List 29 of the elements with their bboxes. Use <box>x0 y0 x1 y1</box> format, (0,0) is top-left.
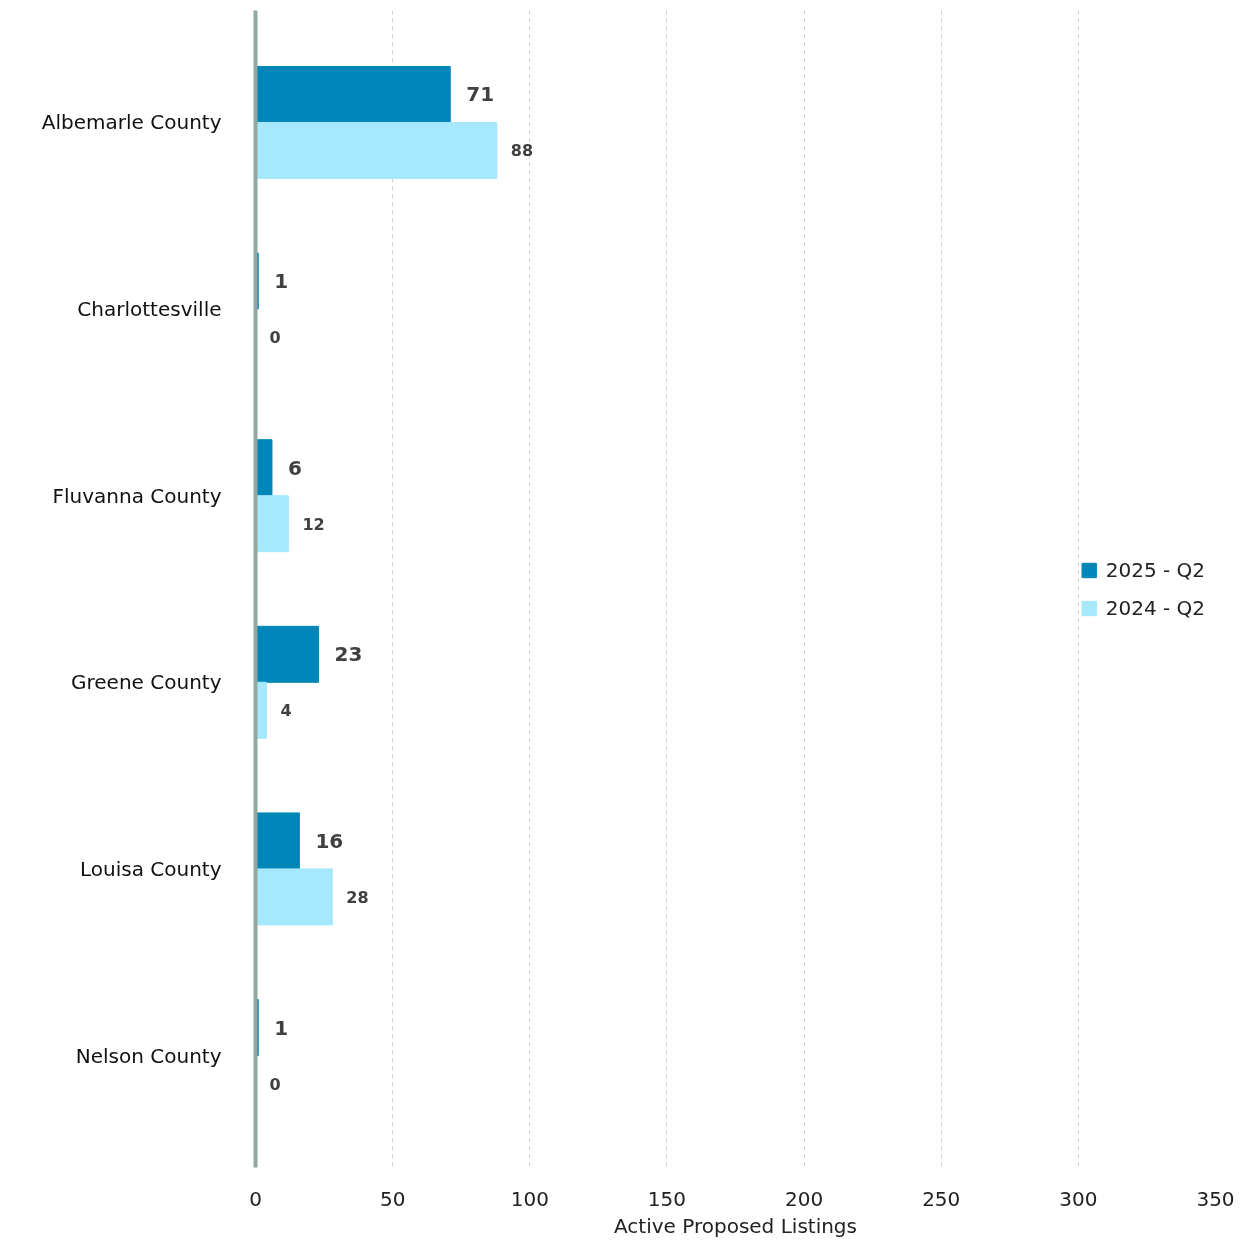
x-tick-label: 350 <box>1196 1186 1235 1211</box>
y-tick-label: Greene County <box>71 670 222 695</box>
y-tick-label: Charlottesville <box>77 297 222 322</box>
x-tick-label: 100 <box>510 1186 549 1211</box>
data-label: 16 <box>315 828 344 853</box>
y-tick-label: Nelson County <box>75 1043 222 1068</box>
data-label: 6 <box>287 455 302 480</box>
x-axis-title: Active Proposed Listings <box>614 1213 857 1238</box>
x-tick-label: 250 <box>922 1186 961 1211</box>
legend-label: 2025 - Q2 <box>1105 557 1205 582</box>
x-tick-label: 0 <box>249 1186 262 1211</box>
y-tick-label: Fluvanna County <box>52 483 222 508</box>
data-label: 1 <box>274 269 289 294</box>
x-tick-label: 150 <box>647 1186 687 1211</box>
x-tick-label: 300 <box>1059 1186 1098 1211</box>
data-label: 4 <box>280 701 292 721</box>
data-label: 0 <box>269 328 281 348</box>
x-tick-label: 200 <box>784 1186 824 1211</box>
y-tick-label: Albemarle County <box>41 110 222 135</box>
data-label: 28 <box>346 887 369 907</box>
data-label: 1 <box>274 1015 289 1040</box>
data-label: 71 <box>466 82 495 107</box>
y-tick-label: Louisa County <box>79 856 222 881</box>
legend-label: 2024 - Q2 <box>1105 595 1205 620</box>
data-label: 12 <box>302 514 325 534</box>
x-tick-label: 50 <box>379 1186 406 1211</box>
data-label: 88 <box>510 141 534 161</box>
data-label: 0 <box>269 1074 281 1094</box>
data-label: 23 <box>334 642 363 667</box>
